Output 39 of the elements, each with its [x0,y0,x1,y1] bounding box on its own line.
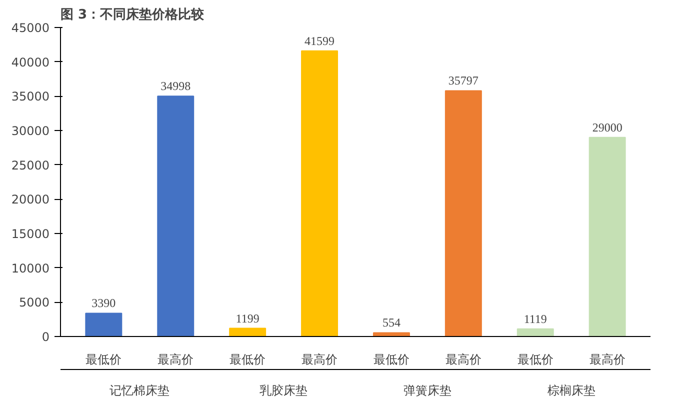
x-tick-label: 最高价 [302,352,338,366]
x-tick-label: 最低价 [517,352,554,366]
y-tick-label: 0 [42,330,50,344]
bar [301,50,338,336]
y-tick-label: 45000 [11,21,50,35]
text: 记忆棉床垫 [110,384,170,398]
data-label: 1199 [236,311,260,326]
chart-title: 图 3：不同床垫价格比较 [60,6,206,22]
bar [157,96,194,336]
bar [444,90,482,336]
text: 棕榈床垫 [547,384,596,398]
text: 乳胶床垫 [260,384,308,398]
y-tick-label: 35000 [11,90,50,104]
data-label: 41599 [304,34,335,48]
data-label: 1119 [524,312,547,326]
bar [372,332,410,336]
data-label: 3390 [92,296,116,310]
x-tick-label: 最低价 [86,352,122,366]
x-tick-label: 最低价 [373,352,410,366]
bar [516,328,554,336]
data-label: 35797 [448,74,478,88]
bar [588,136,626,336]
y-tick-label: 30000 [11,124,50,138]
y-tick-label: 20000 [11,192,50,207]
data-label: 29000 [592,120,622,134]
bar [85,312,122,336]
y-tick-label: 10000 [11,261,50,276]
data-label: 34998 [160,79,191,94]
y-tick-label: 15000 [11,227,50,241]
data-label: 554 [382,316,400,330]
x-tick-label: 最高价 [158,352,194,366]
x-tick-label: 最高价 [589,352,626,366]
y-tick-label: 40000 [11,55,50,70]
text: 弹簧床垫 [403,384,452,398]
y-tick-label: 25000 [11,158,50,172]
y-tick-label: 5000 [18,296,50,310]
bar [229,328,266,336]
x-tick-label: 最低价 [230,352,266,366]
x-tick-label: 最高价 [445,352,482,366]
